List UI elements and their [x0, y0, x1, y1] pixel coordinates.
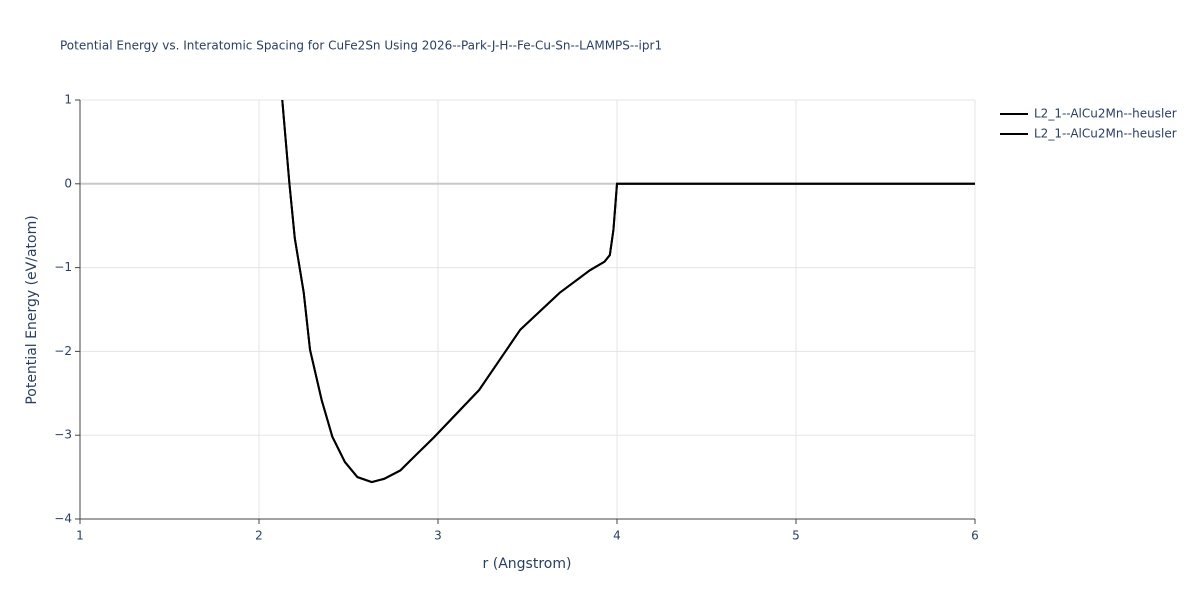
y-tick-label: −2	[54, 344, 72, 358]
y-tick-label: 1	[64, 93, 72, 107]
y-tick-label: −4	[54, 512, 72, 526]
x-tick-label: 5	[792, 529, 800, 543]
x-tick-label: 6	[971, 529, 979, 543]
x-tick-label: 3	[434, 529, 442, 543]
series-line	[281, 100, 975, 484]
x-axis-title: r (Angstrom)	[483, 556, 572, 572]
y-tick-label: −1	[54, 260, 72, 274]
legend-label: L2_1--AlCu2Mn--heusler	[1034, 107, 1177, 121]
x-tick-label: 4	[613, 529, 621, 543]
x-tick-label: 1	[76, 529, 84, 543]
series-line	[281, 100, 975, 484]
grid: 1 2 3 4 5 6 −4 −3 −2 −1 0 1	[54, 93, 979, 543]
y-tick-label: 0	[64, 176, 72, 190]
legend: L2_1--AlCu2Mn--heusler L2_1--AlCu2Mn--heu…	[1000, 107, 1177, 141]
y-axis-title: Potential Energy (eV/atom)	[24, 215, 40, 404]
plot-area	[281, 100, 975, 484]
legend-label: L2_1--AlCu2Mn--heusler	[1034, 127, 1177, 141]
y-tick-label: −3	[54, 428, 72, 442]
x-tick-label: 2	[255, 529, 263, 543]
chart-title: Potential Energy vs. Interatomic Spacing…	[60, 39, 662, 53]
